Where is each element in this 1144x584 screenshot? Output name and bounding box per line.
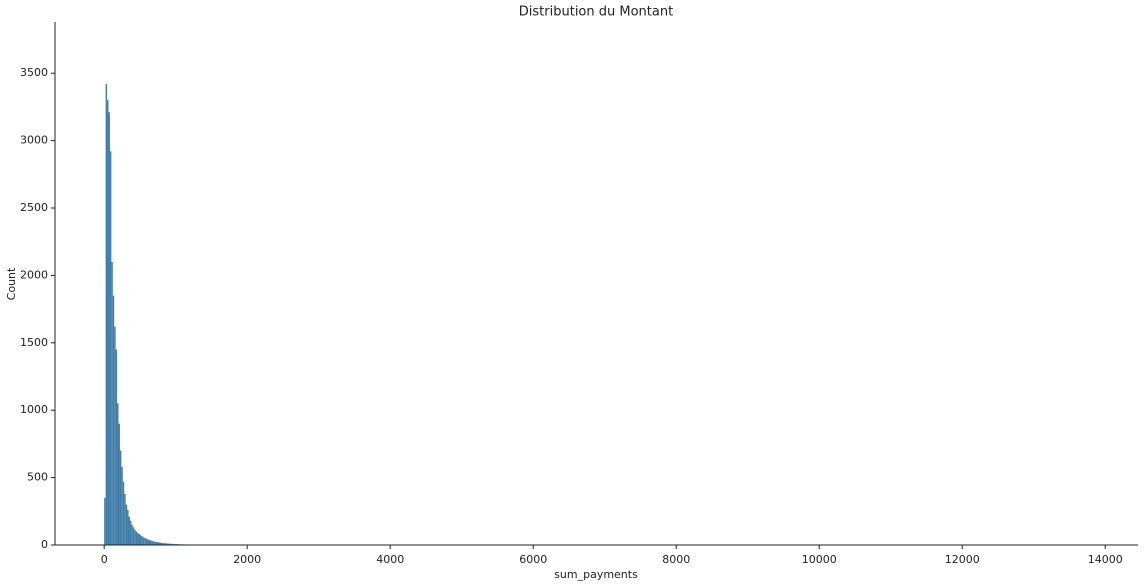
bar — [124, 493, 126, 545]
x-tick-label: 6000 — [519, 553, 547, 566]
bar — [132, 527, 135, 545]
x-tick-label: 0 — [101, 553, 108, 566]
x-tick-label: 12000 — [945, 553, 980, 566]
bar — [117, 403, 119, 545]
bar — [154, 541, 156, 545]
bar — [118, 423, 120, 545]
bar — [141, 536, 143, 545]
bar — [144, 537, 146, 545]
bar — [125, 504, 128, 545]
x-tick-label: 8000 — [662, 553, 690, 566]
bar — [109, 151, 112, 545]
x-tick-label: 14000 — [1088, 553, 1123, 566]
chart-title: Distribution du Montant — [519, 5, 673, 20]
bar — [147, 539, 149, 545]
bar — [159, 542, 162, 545]
bar — [112, 295, 115, 545]
x-tick-label: 4000 — [376, 553, 404, 566]
bar — [168, 543, 170, 545]
y-tick-label: 2000 — [20, 268, 48, 281]
bar — [129, 520, 132, 545]
y-axis-label: Count — [5, 267, 18, 300]
bar — [138, 534, 140, 545]
bar — [155, 541, 158, 545]
bar — [151, 540, 153, 545]
bar — [127, 509, 129, 545]
bar — [171, 543, 173, 545]
bar — [119, 450, 122, 545]
bar — [131, 524, 133, 545]
bar — [137, 532, 139, 545]
x-tick-label: 10000 — [802, 553, 837, 566]
x-axis-label: sum_payments — [554, 568, 638, 581]
bar — [107, 100, 109, 545]
bar — [165, 543, 168, 545]
bar — [149, 540, 152, 545]
y-tick-label: 0 — [41, 538, 48, 551]
bar — [167, 543, 169, 545]
bar — [122, 481, 125, 545]
bar — [134, 529, 136, 545]
bar — [105, 84, 108, 545]
bar — [164, 543, 166, 545]
bar — [169, 543, 172, 545]
bar — [162, 543, 165, 545]
y-tick-label: 3500 — [20, 66, 48, 79]
bar — [115, 349, 118, 545]
bar — [157, 542, 159, 545]
y-tick-label: 1500 — [20, 336, 48, 349]
y-tick-label: 1000 — [20, 403, 48, 416]
bar — [128, 516, 130, 545]
bar — [142, 537, 145, 545]
y-tick-label: 500 — [27, 471, 48, 484]
bar — [108, 112, 110, 545]
bar — [152, 541, 155, 545]
bar — [104, 497, 106, 545]
bar — [114, 326, 116, 545]
bar — [111, 261, 113, 545]
bar — [148, 539, 150, 545]
bar — [135, 531, 138, 545]
bar — [172, 543, 175, 545]
bar — [158, 542, 160, 545]
bar — [145, 538, 148, 545]
y-tick-label: 2500 — [20, 201, 48, 214]
bar — [139, 535, 142, 545]
bar — [161, 542, 163, 545]
x-tick-label: 2000 — [233, 553, 261, 566]
y-tick-label: 3000 — [20, 134, 48, 147]
bar — [121, 466, 123, 545]
